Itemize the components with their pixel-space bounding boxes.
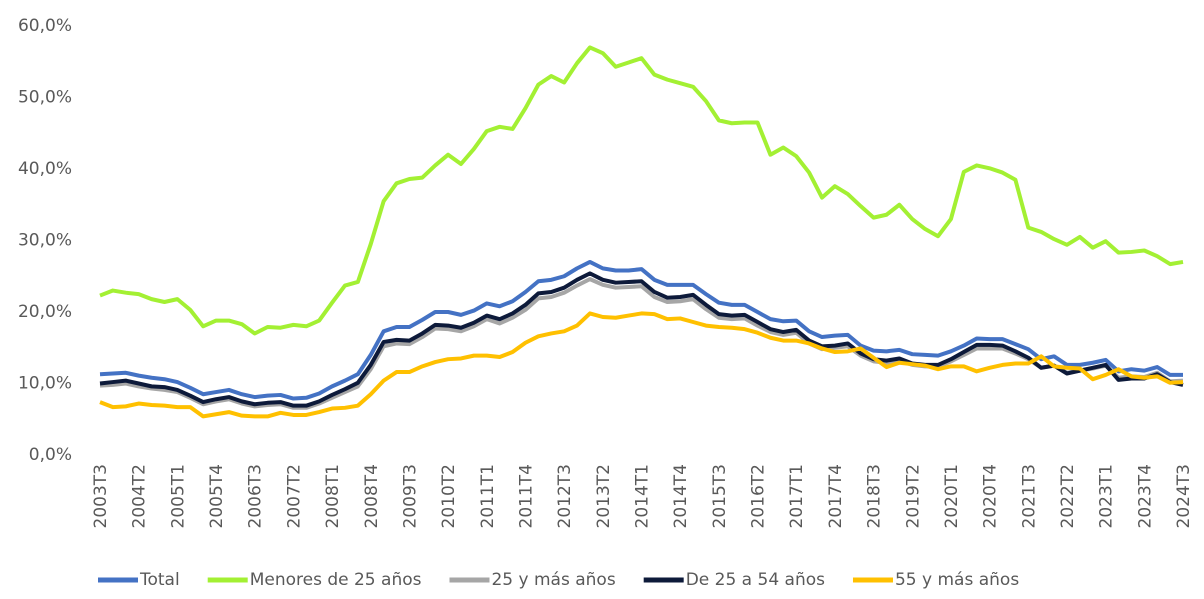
legend-label: 25 y más años (491, 570, 615, 590)
x-tick-label: 2020T1 (942, 464, 962, 528)
x-tick-label: 2015T3 (710, 464, 730, 528)
x-tick-label: 2016T2 (749, 464, 769, 528)
x-tick-label: 2014T1 (633, 464, 653, 528)
x-tick-label: 2013T2 (594, 464, 614, 528)
x-tick-label: 2008T1 (323, 464, 343, 528)
x-tick-label: 2022T2 (1058, 464, 1078, 528)
x-tick-label: 2024T3 (1174, 464, 1194, 528)
legend-label: Total (139, 570, 180, 590)
x-tick-label: 2023T1 (1097, 464, 1117, 528)
x-tick-label: 2007T2 (284, 464, 304, 528)
series-line (99, 271, 1184, 408)
legend-label: Menores de 25 años (250, 570, 422, 590)
legend-label: 55 y más años (895, 570, 1019, 590)
x-tick-label: 2011T4 (516, 464, 536, 528)
x-tick-label: 2018T3 (865, 464, 885, 528)
y-tick-label: 0,0% (29, 445, 72, 465)
x-tick-label: 2021T3 (1019, 464, 1039, 528)
series-line (99, 259, 1183, 401)
y-tick-label: 10,0% (18, 374, 72, 394)
x-tick-label: 2023T4 (1135, 464, 1155, 528)
x-tick-label: 2011T1 (478, 464, 498, 528)
x-tick-label: 2005T1 (168, 464, 188, 528)
x-tick-label: 2010T2 (439, 464, 459, 528)
x-tick-label: 2008T4 (362, 464, 382, 528)
y-tick-label: 30,0% (18, 231, 72, 251)
x-tick-label: 2004T2 (130, 464, 150, 528)
x-tick-label: 2009T3 (400, 464, 420, 528)
x-tick-label: 2012T3 (555, 464, 575, 528)
y-tick-label: 40,0% (18, 159, 72, 179)
x-tick-label: 2003T3 (91, 464, 111, 528)
x-tick-label: 2017T4 (826, 464, 846, 528)
x-tick-label: 2005T4 (207, 464, 227, 528)
x-tick-label: 2014T4 (671, 464, 691, 528)
y-tick-label: 20,0% (18, 302, 72, 322)
series-line (99, 45, 1184, 336)
y-tick-label: 60,0% (18, 16, 72, 36)
x-tick-label: 2017T1 (787, 464, 807, 528)
series-line (99, 277, 1184, 410)
legend-label: De 25 a 54 años (686, 570, 825, 590)
x-tick-label: 2006T3 (246, 464, 266, 528)
y-tick-label: 50,0% (18, 88, 72, 108)
x-tick-label: 2020T4 (981, 464, 1001, 528)
x-tick-label: 2019T2 (903, 464, 923, 528)
series-line (99, 311, 1184, 419)
